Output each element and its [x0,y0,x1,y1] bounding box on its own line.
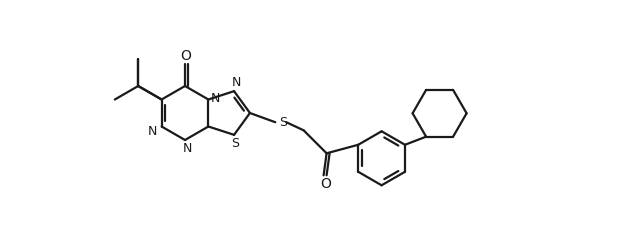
Text: N: N [182,142,192,155]
Text: N: N [148,125,157,138]
Text: N: N [232,76,241,89]
Text: O: O [180,49,191,63]
Text: O: O [320,177,331,191]
Text: N: N [211,92,220,105]
Text: S: S [231,137,239,150]
Text: S: S [279,116,287,129]
